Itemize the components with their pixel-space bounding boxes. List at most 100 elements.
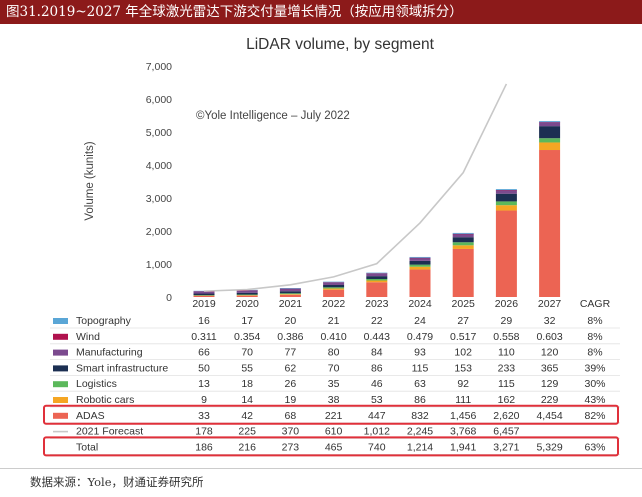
bar-segment-manufacturing xyxy=(323,282,345,285)
table-cell: 33 xyxy=(198,410,210,422)
table-cell: 35 xyxy=(328,378,340,390)
table-cell: 162 xyxy=(498,394,516,406)
table-cell: 27 xyxy=(457,315,469,327)
bar-segment-adas xyxy=(539,150,561,297)
table-cell: 233 xyxy=(498,362,516,374)
source-note: 数据来源：Yole，财通证券研究所 xyxy=(30,475,204,489)
table-cell: 84 xyxy=(371,347,383,359)
bar-segment-adas xyxy=(366,282,388,297)
bar-segment-manufacturing xyxy=(193,291,215,294)
bar-segment-robotic-cars xyxy=(452,245,474,249)
row-label: Logistics xyxy=(76,378,117,390)
table-cell: 120 xyxy=(541,347,559,359)
bar-segment-manufacturing xyxy=(452,233,474,238)
bar-segment-smart-infrastructure xyxy=(323,284,345,288)
bar-segment-adas xyxy=(452,248,474,297)
table-cell: 4,454 xyxy=(536,410,562,422)
x-tick-label: 2023 xyxy=(365,298,389,310)
bar-segment-logistics xyxy=(236,294,258,296)
y-tick-label: 7,000 xyxy=(146,61,172,73)
table-cell: 63 xyxy=(414,378,426,390)
table-cell: 129 xyxy=(541,378,559,390)
table-cell: 365 xyxy=(541,362,559,374)
table-cell: 86 xyxy=(414,394,426,406)
table-cell: 221 xyxy=(325,410,343,422)
row-label: 2021 Forecast xyxy=(76,426,143,438)
legend-swatch xyxy=(53,397,68,403)
bar-segment-robotic-cars xyxy=(279,294,301,295)
table-cell: 20 xyxy=(285,315,297,327)
table-cell: 22 xyxy=(371,315,383,327)
table-cell: 115 xyxy=(412,362,429,374)
highlight-box-total xyxy=(43,436,619,457)
table-cell: 0.443 xyxy=(364,331,390,343)
table-cell: 5,329 xyxy=(536,441,562,453)
table-cell: 216 xyxy=(238,441,256,453)
table-cell: 1,456 xyxy=(450,410,476,422)
row-label: Manufacturing xyxy=(76,347,143,359)
bar-segment-adas xyxy=(193,295,215,297)
table-cell: 86 xyxy=(371,362,383,374)
row-label: Total xyxy=(76,441,98,453)
bar-segment-smart-infrastructure xyxy=(193,293,215,296)
bar-segment-smart-infrastructure xyxy=(452,237,474,243)
table-cell: 50 xyxy=(198,362,210,374)
x-tick-label: 2021 xyxy=(279,298,303,310)
legend-swatch xyxy=(53,365,68,372)
footer-divider xyxy=(0,468,642,469)
table-cell: 1,941 xyxy=(450,441,476,453)
bar-segment-logistics xyxy=(409,264,431,267)
table-cell: 16 xyxy=(198,315,210,327)
bar-segment-logistics xyxy=(366,278,388,281)
table-cell: 29 xyxy=(501,315,513,327)
table-cell: 3,768 xyxy=(450,426,476,438)
bar-segment-manufacturing xyxy=(409,257,431,261)
cagr-cell: 8% xyxy=(587,331,602,343)
x-tick-label: 2019 xyxy=(192,298,216,310)
table-cell: 17 xyxy=(241,315,253,327)
bar-segment-adas xyxy=(323,289,345,297)
table-cell: 42 xyxy=(241,410,253,422)
table-cell: 92 xyxy=(457,378,469,390)
table-cell: 610 xyxy=(325,426,343,438)
table-cell: 32 xyxy=(544,315,556,327)
table-cell: 447 xyxy=(368,410,386,422)
y-tick-label: 6,000 xyxy=(146,94,172,106)
table-cell: 153 xyxy=(454,362,472,374)
table-cell: 0.479 xyxy=(407,331,433,343)
table-cell: 70 xyxy=(241,347,253,359)
table-cell: 0.410 xyxy=(320,331,346,343)
x-tick-label: 2022 xyxy=(322,298,346,310)
bar-segment-logistics xyxy=(323,287,345,289)
cagr-cell: 63% xyxy=(584,441,605,453)
table-cell: 38 xyxy=(328,394,340,406)
cagr-cell: 8% xyxy=(587,347,602,359)
chart-annotation: ©Yole Intelligence – July 2022 xyxy=(196,110,350,122)
bar-segment-topography xyxy=(279,288,301,289)
bar-segment-manufacturing xyxy=(539,122,561,127)
table-cell: 225 xyxy=(238,426,256,438)
bar-segment-smart-infrastructure xyxy=(366,276,388,279)
table-cell: 3,271 xyxy=(493,441,519,453)
y-tick-label: 0 xyxy=(166,292,172,304)
table-cell: 115 xyxy=(498,378,515,390)
table-cell: 1,012 xyxy=(364,426,390,438)
bar-segment-robotic-cars xyxy=(539,142,561,151)
table-cell: 62 xyxy=(285,362,297,374)
bar-segment-robotic-cars xyxy=(409,266,431,270)
bar-segment-adas xyxy=(236,295,258,297)
legend-swatch xyxy=(53,381,68,388)
bar-segment-robotic-cars xyxy=(495,205,517,211)
table-cell: 273 xyxy=(282,441,300,453)
table-cell: 370 xyxy=(282,426,300,438)
data-table: 2019 2020 2021 2022 2023 2024 2025 2026 2027 CAGR… xyxy=(50,298,620,455)
bar-segment-topography xyxy=(452,232,474,234)
table-cell: 66 xyxy=(198,347,210,359)
y-tick-label: 5,000 xyxy=(146,127,172,139)
bar-segment-manufacturing xyxy=(236,290,258,293)
bar-segment-adas xyxy=(409,269,431,297)
table-cell: 0.517 xyxy=(450,331,476,343)
bar-segment-logistics xyxy=(279,293,301,295)
row-highlight-boxes xyxy=(43,404,619,457)
stacked-bars xyxy=(193,121,561,297)
